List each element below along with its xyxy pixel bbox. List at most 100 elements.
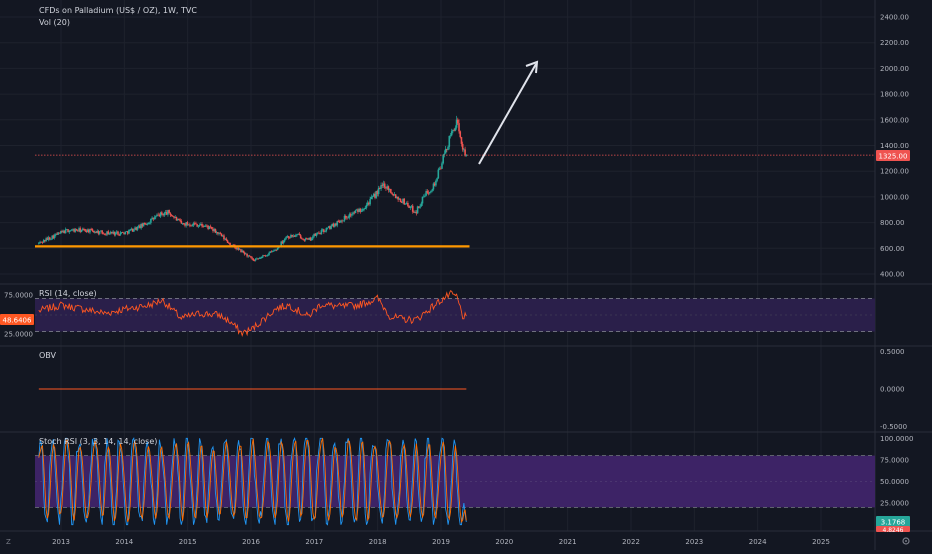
candle-body	[173, 216, 175, 218]
candle-body	[324, 231, 326, 233]
stoch-tick-label: 100.0000	[880, 435, 913, 443]
candle-body	[225, 238, 228, 241]
candle-body	[379, 188, 381, 189]
candle-body	[374, 193, 376, 198]
candle-body	[248, 255, 251, 257]
candle-body	[133, 229, 135, 232]
candle-body	[229, 242, 231, 246]
candle-body	[404, 203, 407, 205]
candle-body	[153, 217, 156, 220]
volume-label[interactable]: Vol (20)	[39, 18, 70, 27]
candle-body	[185, 222, 188, 226]
candle-body	[363, 208, 365, 210]
candle-body	[453, 129, 455, 131]
price-tick-label: 2200.00	[880, 39, 909, 47]
candle-body	[86, 229, 89, 233]
candle-body	[288, 237, 291, 239]
symbol-title[interactable]: CFDs on Palladium (US$ / OZ), 1W, TVC	[39, 6, 197, 15]
candle-body	[292, 235, 295, 237]
candle-body	[452, 129, 454, 132]
candle-body	[111, 232, 113, 234]
stoch-axis[interactable]: 100.0000 75.0000 50.0000 25.0000	[880, 435, 913, 508]
time-axis[interactable]: 2013 2014 2015 2016 2017 2018 2019 2020 2021 2022…	[52, 538, 830, 546]
candle-body	[204, 225, 207, 227]
candle-body	[215, 232, 218, 233]
candle-body	[98, 231, 101, 234]
candle-body	[150, 218, 152, 223]
candle-body	[352, 212, 354, 215]
candle-body	[209, 226, 212, 228]
candle-body	[178, 218, 180, 220]
time-tick-label: 2020	[495, 538, 513, 546]
obv-axis[interactable]: 0.5000 0.0000 -0.5000	[880, 348, 907, 431]
candle-body	[365, 204, 368, 208]
candle-body	[405, 202, 408, 204]
candle-body	[87, 229, 90, 233]
candle-body	[62, 230, 64, 233]
candle-body	[122, 232, 124, 233]
candle-body	[342, 220, 345, 222]
candle-body	[408, 205, 410, 208]
candle-body	[157, 214, 159, 216]
rsi-label[interactable]: RSI (14, close)	[39, 289, 97, 298]
candle-body	[152, 217, 155, 220]
candle-body	[114, 232, 117, 235]
candle-body	[112, 231, 114, 234]
candle-body	[333, 223, 336, 227]
candle-body	[206, 225, 208, 227]
candle-body	[419, 206, 421, 208]
stoch-k-badge-text: 3.1768	[881, 519, 906, 527]
candle-body	[303, 239, 306, 241]
candle-body	[387, 186, 390, 191]
settings-icon[interactable]	[902, 537, 910, 545]
candle-body	[64, 229, 67, 234]
candle-body	[296, 234, 298, 236]
candle-body	[125, 231, 128, 233]
timezone-icon[interactable]: Z	[6, 538, 11, 546]
candle-body	[346, 217, 348, 219]
candle-body	[63, 230, 66, 234]
candle-body	[164, 212, 167, 214]
candle-body	[264, 255, 267, 257]
candle-body	[245, 253, 247, 255]
candle-body	[391, 192, 393, 194]
candle-body	[162, 214, 164, 216]
candle-body	[97, 230, 100, 234]
rsi-tick-label: 25.0000	[4, 331, 33, 339]
candle-body	[69, 230, 72, 232]
candle-body	[170, 214, 173, 216]
candle-body	[457, 119, 459, 124]
candle-body	[309, 237, 312, 241]
candle-body	[461, 143, 464, 150]
candle-body	[126, 231, 129, 234]
candle-body	[189, 224, 191, 226]
rsi-axis[interactable]: 75.0000 25.0000	[4, 292, 33, 339]
price-axis[interactable]: 2400.00 2200.00 2000.00 1800.00 1600.00 1400.…	[880, 14, 909, 279]
candle-body	[270, 251, 273, 253]
price-tick-label: 600.00	[880, 245, 905, 253]
candle-body	[240, 249, 242, 253]
candle-body	[223, 235, 225, 240]
candle-body	[179, 219, 181, 222]
candle-body	[305, 238, 308, 240]
candle-body	[276, 248, 279, 251]
candle-body	[371, 196, 374, 198]
candle-body	[140, 223, 142, 229]
candle-body	[459, 131, 462, 138]
candle-body	[351, 214, 353, 216]
candle-body	[167, 210, 169, 215]
time-tick-label: 2019	[432, 538, 450, 546]
candle-body	[220, 233, 223, 237]
candle-body	[113, 231, 116, 235]
candle-body	[258, 258, 261, 260]
candle-body	[102, 233, 105, 235]
candle-body	[332, 223, 335, 227]
candle-body	[58, 232, 61, 234]
candle-body	[186, 222, 189, 225]
candle-body	[232, 244, 235, 246]
candle-body	[282, 240, 285, 244]
stoch-label[interactable]: Stoch RSI (3, 3, 14, 14, close)	[39, 437, 157, 446]
candle-body	[77, 230, 79, 232]
obv-label[interactable]: OBV	[39, 351, 57, 360]
